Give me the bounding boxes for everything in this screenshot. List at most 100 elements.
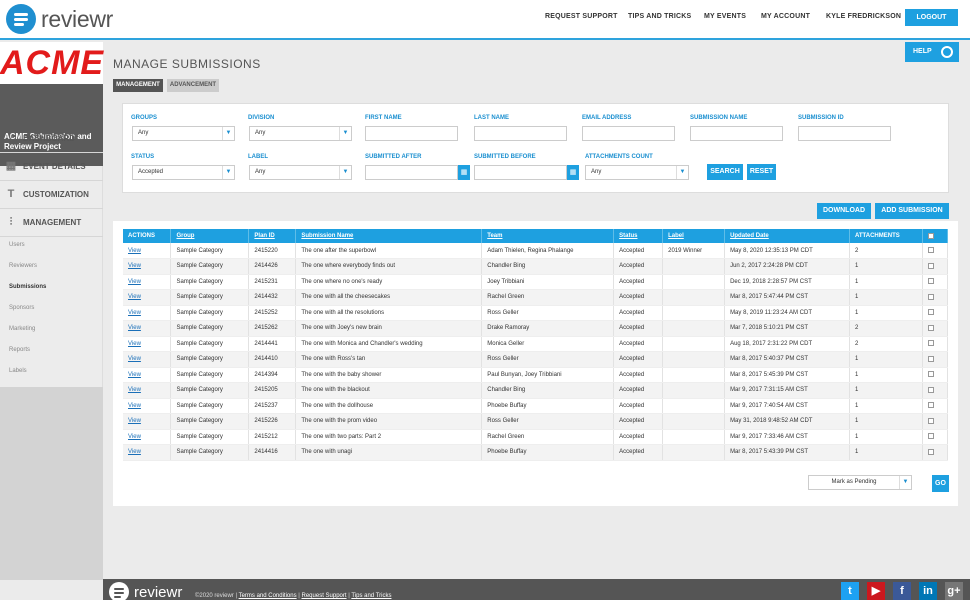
- table-cell: 2: [849, 320, 923, 337]
- logout-button[interactable]: LOGOUT: [905, 9, 958, 26]
- row-checkbox[interactable]: [922, 289, 949, 306]
- attachments-count-select[interactable]: Any ▼: [585, 165, 689, 180]
- go-button[interactable]: GO: [932, 475, 949, 492]
- view-link[interactable]: View: [123, 258, 172, 275]
- google-plus-icon[interactable]: g+: [945, 582, 963, 600]
- row-checkbox[interactable]: [922, 367, 949, 383]
- sidebar-sub-labels[interactable]: Labels: [9, 368, 27, 374]
- col-plan-id[interactable]: Plan ID: [248, 229, 297, 243]
- facebook-icon[interactable]: f: [893, 582, 911, 600]
- first-name-input[interactable]: [365, 126, 458, 141]
- sidebar-item-event-details[interactable]: ▦ EVENT DETAILS: [5, 160, 86, 172]
- row-checkbox[interactable]: [922, 305, 949, 321]
- sidebar-item-management[interactable]: ⫶ MANAGEMENT: [0, 208, 103, 236]
- calendar-icon[interactable]: ▦: [458, 165, 470, 180]
- download-button[interactable]: DOWNLOAD: [817, 203, 871, 219]
- help-button[interactable]: HELP: [905, 42, 959, 62]
- row-checkbox[interactable]: [922, 320, 949, 337]
- table-cell: The one where no one's ready: [295, 274, 483, 290]
- last-name-input[interactable]: [474, 126, 567, 141]
- nav-my-account[interactable]: MY ACCOUNT: [761, 13, 811, 20]
- bulk-action-select[interactable]: Mark as Pending ▼: [808, 475, 912, 490]
- table-cell: 1: [849, 351, 923, 368]
- col-group[interactable]: Group: [170, 229, 250, 243]
- nav-tips-and-tricks[interactable]: TIPS AND TRICKS: [628, 13, 692, 20]
- row-checkbox[interactable]: [922, 351, 949, 368]
- submitted-after-input[interactable]: [365, 165, 458, 180]
- row-checkbox[interactable]: [922, 398, 949, 414]
- view-link[interactable]: View: [123, 305, 172, 321]
- division-select[interactable]: Any ▼: [249, 126, 352, 141]
- search-button[interactable]: SEARCH: [707, 164, 743, 180]
- sidebar-sub-sponsors[interactable]: Sponsors: [9, 305, 35, 311]
- reviewr-logo[interactable]: reviewr: [6, 4, 113, 34]
- table-row: View Sample Category 2415252 The one with a…: [123, 305, 949, 321]
- sidebar-item-dashboard[interactable]: ◔ DASHBOARD: [0, 124, 103, 152]
- select-all-checkbox[interactable]: [922, 229, 949, 243]
- col-status[interactable]: Status: [613, 229, 664, 243]
- table-cell: Accepted: [613, 258, 664, 275]
- row-checkbox[interactable]: [922, 413, 949, 430]
- view-link[interactable]: View: [123, 351, 172, 368]
- nav-request-support[interactable]: REQUEST SUPPORT: [545, 13, 618, 20]
- table-cell: The one with two parts: Part 2: [295, 429, 483, 445]
- email-input[interactable]: [582, 126, 675, 141]
- footer-link-terms[interactable]: Terms and Conditions: [238, 593, 297, 599]
- row-checkbox[interactable]: [922, 444, 949, 461]
- twitter-icon[interactable]: t: [841, 582, 859, 600]
- first-name-label: FIRST NAME: [365, 115, 402, 121]
- submitted-before-input[interactable]: [474, 165, 567, 180]
- col-team[interactable]: Team: [481, 229, 615, 243]
- view-link[interactable]: View: [123, 320, 172, 337]
- label-select[interactable]: Any ▼: [249, 165, 352, 180]
- sidebar-sub-reports[interactable]: Reports: [9, 347, 31, 353]
- nav-user-name[interactable]: KYLE FREDRICKSON: [826, 13, 902, 20]
- sidebar-sub-users[interactable]: Users: [9, 242, 25, 248]
- view-link[interactable]: View: [123, 382, 172, 399]
- col-submission-name[interactable]: Submission Name: [295, 229, 483, 243]
- view-link[interactable]: View: [123, 413, 172, 430]
- footer-link-tips[interactable]: Tips and Tricks: [351, 593, 392, 599]
- row-checkbox[interactable]: [922, 243, 949, 259]
- sidebar-sub-marketing[interactable]: Marketing: [9, 326, 36, 332]
- sidebar-sub-reviewers[interactable]: Reviewers: [9, 263, 38, 269]
- view-link[interactable]: View: [123, 289, 172, 306]
- col-label[interactable]: Label: [662, 229, 726, 243]
- view-link[interactable]: View: [123, 336, 172, 352]
- row-checkbox[interactable]: [922, 382, 949, 399]
- footer-logo[interactable]: reviewr: [109, 582, 182, 600]
- table-cell: Mar 9, 2017 7:31:15 AM CST: [724, 382, 850, 399]
- row-checkbox[interactable]: [922, 429, 949, 445]
- table-cell: [662, 444, 726, 461]
- row-checkbox[interactable]: [922, 274, 949, 290]
- col-updated-date[interactable]: Updated Date: [724, 229, 850, 243]
- table-cell: The one with the baby shower: [295, 367, 483, 383]
- view-link[interactable]: View: [123, 274, 172, 290]
- row-checkbox[interactable]: [922, 336, 949, 352]
- sidebar-sub-submissions[interactable]: Submissions: [9, 284, 47, 290]
- youtube-icon[interactable]: ▶: [867, 582, 885, 600]
- linkedin-icon[interactable]: in: [919, 582, 937, 600]
- table-cell: [662, 398, 726, 414]
- tab-management[interactable]: MANAGEMENT: [113, 79, 163, 92]
- calendar-icon[interactable]: ▦: [567, 165, 579, 180]
- row-checkbox[interactable]: [922, 258, 949, 275]
- table-cell: [662, 274, 726, 290]
- table-cell: Drake Ramoray: [481, 320, 615, 337]
- submission-name-input[interactable]: [690, 126, 783, 141]
- nav-my-events[interactable]: MY EVENTS: [704, 13, 747, 20]
- reset-button[interactable]: RESET: [747, 164, 776, 180]
- view-link[interactable]: View: [123, 367, 172, 383]
- footer-link-support[interactable]: Request Support: [301, 593, 347, 599]
- submission-id-input[interactable]: [798, 126, 891, 141]
- view-link[interactable]: View: [123, 243, 172, 259]
- view-link[interactable]: View: [123, 429, 172, 445]
- table-cell: Sample Category: [170, 429, 250, 445]
- status-select[interactable]: Accepted ▼: [132, 165, 235, 180]
- view-link[interactable]: View: [123, 444, 172, 461]
- view-link[interactable]: View: [123, 398, 172, 414]
- sidebar-item-customization[interactable]: T CUSTOMIZATION: [0, 180, 103, 208]
- tab-advancement[interactable]: ADVANCEMENT: [167, 79, 219, 92]
- groups-select[interactable]: Any ▼: [132, 126, 235, 141]
- add-submission-button[interactable]: ADD SUBMISSION: [875, 203, 949, 219]
